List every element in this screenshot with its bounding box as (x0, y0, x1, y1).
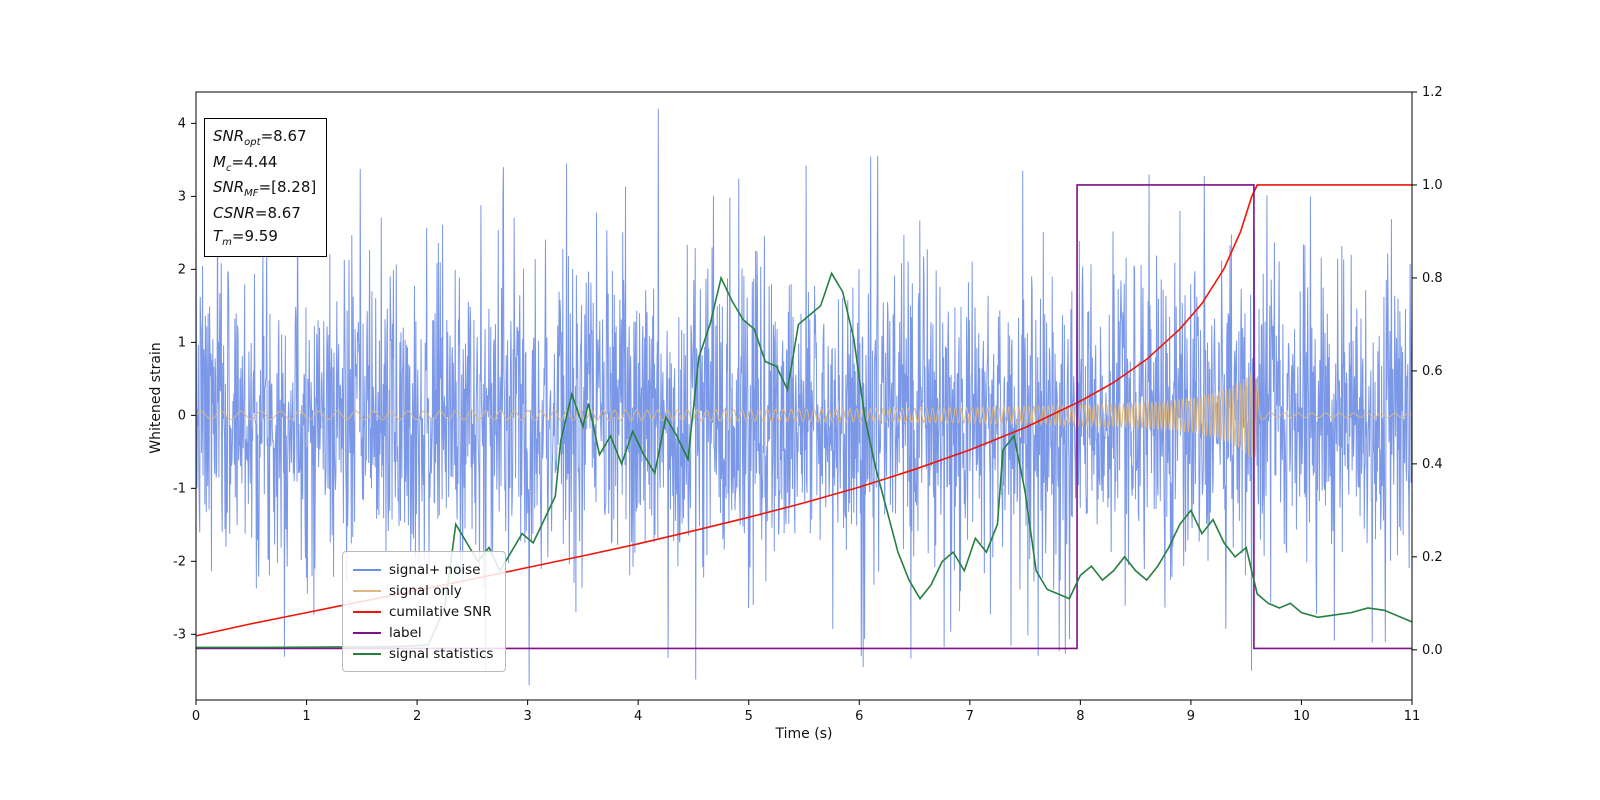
annotation-value: =8.67 (254, 203, 301, 222)
x-tick-label: 5 (745, 709, 753, 724)
annotation-subscript: m (222, 236, 232, 248)
x-tick-label: 2 (413, 709, 421, 724)
x-tick-label: 10 (1293, 709, 1310, 724)
annotation-subscript: c (225, 162, 232, 174)
legend-label: cumilative SNR (389, 603, 492, 620)
legend-swatch (353, 652, 381, 655)
annotation-subscript: MF (244, 188, 259, 199)
x-tick-label: 3 (523, 709, 531, 724)
x-tick-label: 9 (1187, 709, 1195, 724)
y-right-tick-label: 0.6 (1422, 364, 1443, 379)
annotation-line: SNRopt=8.67 (213, 125, 316, 151)
legend-label: signal statistics (389, 645, 494, 662)
series-signal-only (195, 371, 1413, 458)
x-tick-label: 11 (1404, 709, 1421, 724)
y-left-tick-label: 0 (178, 408, 186, 423)
annotation-symbol: SNR (213, 127, 245, 145)
x-axis-label: Time (s) (775, 726, 833, 742)
y-axis-label: Whitened strain (148, 342, 164, 454)
legend-label: label (389, 624, 422, 641)
annotation-symbol: T (213, 226, 223, 245)
y-left-tick-label: -1 (173, 481, 186, 496)
x-tick-label: 4 (634, 709, 642, 724)
x-tick-label: 0 (192, 709, 200, 724)
y-left-tick-label: 4 (178, 116, 186, 131)
y-right-tick-label: 0.0 (1422, 643, 1443, 658)
plot-frame (195, 91, 1413, 701)
annotation-value: =4.44 (231, 152, 278, 171)
annotation-symbol: SNR (213, 178, 245, 196)
y-left-tick-label: 3 (178, 189, 186, 204)
legend: signal+ noise signal only cumilative SNR la… (342, 551, 507, 672)
annotation-line: Mc=4.44 (213, 151, 316, 177)
y-right-tick-label: 1.2 (1422, 85, 1443, 100)
legend-swatch (353, 631, 381, 634)
annotation-line: Tm=9.59 (213, 225, 316, 251)
x-tick-label: 8 (1076, 709, 1084, 724)
annotation-line: SNRMF=[8.28] (213, 176, 316, 202)
x-tick-label: 1 (302, 709, 310, 724)
annotation-value: =8.67 (260, 127, 307, 145)
series-label (196, 184, 1412, 650)
annotation-box: SNRopt=8.67 Mc=4.44 SNRMF=[8.28] CSNR=8.67 T… (204, 118, 328, 258)
y-left-tick-label: -2 (173, 554, 186, 569)
x-tick-label: 7 (966, 709, 974, 724)
legend-item: signal only (353, 580, 493, 601)
legend-item: label (353, 622, 493, 643)
annotation-symbol: CSNR (213, 203, 255, 222)
y-right-tick-label: 1.0 (1422, 178, 1443, 193)
legend-label: signal+ noise (389, 561, 481, 578)
annotation-value: =[8.28] (258, 178, 317, 196)
x-tick-label: 6 (855, 709, 863, 724)
y-left-tick-label: 1 (178, 335, 186, 350)
series-signal-plus-noise (195, 108, 1413, 686)
annotation-value: =9.59 (231, 226, 278, 245)
legend-item: signal statistics (353, 643, 493, 664)
annotation-symbol: M (213, 152, 226, 171)
y-left-tick-label: 2 (178, 262, 186, 277)
legend-item: signal+ noise (353, 559, 493, 580)
series-signal-statistics (196, 271, 1413, 649)
annotation-subscript: opt (244, 137, 261, 148)
legend-swatch (353, 589, 381, 592)
legend-swatch (353, 610, 381, 613)
legend-label: signal only (389, 582, 462, 599)
y-right-tick-label: 0.8 (1422, 271, 1443, 286)
annotation-line: CSNR=8.67 (213, 202, 316, 225)
y-left-tick-label: -3 (173, 627, 186, 642)
legend-swatch (353, 568, 381, 571)
legend-item: cumilative SNR (353, 601, 493, 622)
y-right-tick-label: 0.2 (1422, 550, 1443, 565)
y-right-tick-label: 0.4 (1422, 457, 1443, 472)
